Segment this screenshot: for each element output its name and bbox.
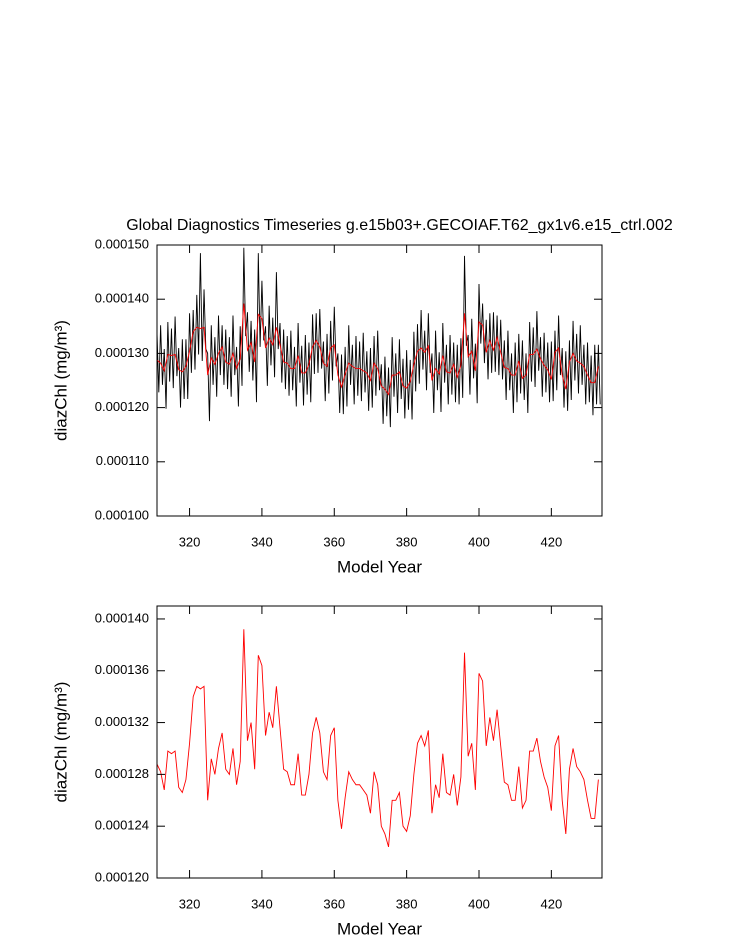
x-tick-label: 320 — [179, 534, 201, 549]
y-tick-label: 0.000110 — [96, 453, 149, 468]
x-tick-label: 340 — [251, 896, 273, 911]
chart-title: Global Diagnostics Timeseries g.e15b03+.… — [126, 217, 673, 234]
x-tick-label: 400 — [468, 896, 490, 911]
plot-frame — [156, 244, 603, 517]
x-tick-label: 420 — [540, 896, 562, 911]
x-tick-label: 320 — [179, 896, 201, 911]
x-tick-label: 360 — [323, 896, 345, 911]
x-tick-label: 380 — [396, 534, 418, 549]
x-tick-label: 400 — [468, 534, 490, 549]
y-axis-label: diazChl (mg/m³) — [51, 682, 70, 803]
y-tick-label: 0.000124 — [95, 818, 149, 833]
y-tick-label: 0.000100 — [95, 507, 149, 522]
y-tick-label: 0.000132 — [95, 714, 149, 729]
data-line — [156, 629, 599, 848]
y-tick-label: 0.000120 — [95, 869, 149, 884]
y-tick-label: 0.000130 — [95, 345, 149, 360]
y-tick-label: 0.000128 — [95, 766, 149, 781]
x-axis-label: Model Year — [337, 919, 422, 938]
x-tick-label: 420 — [540, 534, 562, 549]
x-tick-label: 380 — [396, 896, 418, 911]
y-axis-label: diazChl (mg/m³) — [51, 320, 70, 441]
data-line — [156, 247, 601, 428]
y-tick-label: 0.000150 — [95, 236, 149, 251]
x-tick-label: 340 — [251, 534, 273, 549]
x-axis-label: Model Year — [337, 557, 422, 576]
data-line — [156, 303, 599, 396]
y-tick-label: 0.000136 — [95, 662, 149, 677]
plot-frame — [156, 605, 603, 879]
y-tick-label: 0.000140 — [95, 610, 149, 625]
y-tick-label: 0.000140 — [95, 291, 149, 306]
x-tick-label: 360 — [323, 534, 345, 549]
y-tick-label: 0.000120 — [95, 399, 149, 414]
